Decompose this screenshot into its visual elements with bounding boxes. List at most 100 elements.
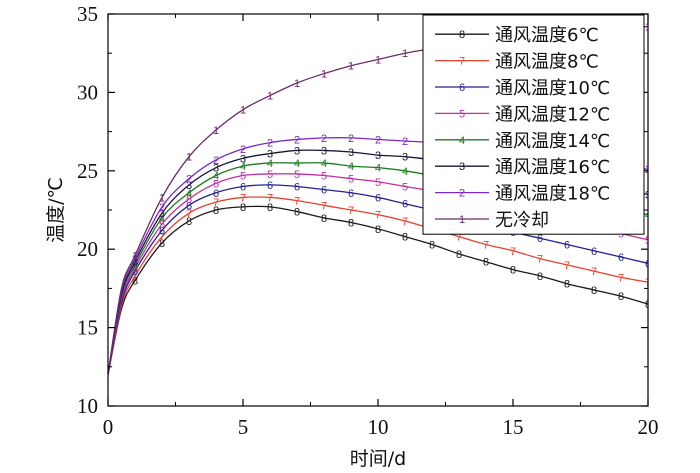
series-marker: 3 xyxy=(321,145,327,157)
series-marker: 1 xyxy=(645,22,651,34)
series-marker: 7 xyxy=(321,200,327,212)
series-marker: 8 xyxy=(510,265,516,277)
series-marker: 2 xyxy=(348,133,354,145)
series-marker: 8 xyxy=(375,224,381,236)
series-marker: 7 xyxy=(402,216,408,228)
series-marker: 8 xyxy=(213,205,219,217)
series-marker: 3 xyxy=(240,153,246,165)
y-tick-label: 30 xyxy=(77,80,98,104)
series-marker: 3 xyxy=(186,180,192,192)
series-marker: 8 xyxy=(456,249,462,261)
legend-marker: 2 xyxy=(459,188,465,200)
series-marker: 3 xyxy=(645,189,651,201)
series-marker: 6 xyxy=(537,233,543,245)
series-marker: 5 xyxy=(348,174,354,186)
series-marker: 5 xyxy=(321,171,327,183)
series-marker: 4 xyxy=(321,158,327,170)
series-marker: 2 xyxy=(294,134,300,146)
series-marker: 7 xyxy=(456,232,462,244)
legend-label: 通风温度12℃ xyxy=(495,104,610,125)
series-marker: 7 xyxy=(294,196,300,208)
series-marker: 5 xyxy=(240,171,246,183)
series-marker: 7 xyxy=(483,239,489,251)
series-marker: 2 xyxy=(132,254,138,266)
series-marker: 6 xyxy=(267,180,273,192)
series-marker: 6 xyxy=(186,200,192,212)
series-marker: 7 xyxy=(240,192,246,204)
series-marker: 6 xyxy=(402,199,408,211)
series-marker: 5 xyxy=(402,181,408,193)
legend-marker: 5 xyxy=(459,108,465,120)
series-marker: 5 xyxy=(132,263,138,275)
x-tick-label: 10 xyxy=(368,415,389,439)
series-marker: 1 xyxy=(402,48,408,60)
legend-marker: 8 xyxy=(459,29,465,41)
series-marker: 2 xyxy=(213,155,219,167)
series-marker: 5 xyxy=(375,177,381,189)
series-marker: 8 xyxy=(402,232,408,244)
series-marker: 6 xyxy=(132,266,138,278)
legend-entry: 4 通风温度14℃ xyxy=(435,131,610,152)
series-marker: 8 xyxy=(240,202,246,214)
series-marker: 1 xyxy=(375,54,381,66)
series-marker: 4 xyxy=(213,171,219,183)
series-line-3 xyxy=(108,184,648,375)
series-marker: 7 xyxy=(375,210,381,222)
legend-box xyxy=(422,14,645,235)
legend-label: 通风温度10℃ xyxy=(495,78,610,99)
series-marker: 8 xyxy=(159,238,165,250)
series-marker: 4 xyxy=(186,188,192,200)
legend-marker: 6 xyxy=(459,82,465,94)
series-marker: 8 xyxy=(618,291,624,303)
series-marker: 5 xyxy=(294,169,300,181)
legend-label: 通风温度18℃ xyxy=(495,184,610,205)
series-marker: 4 xyxy=(402,166,408,178)
series-marker: 8 xyxy=(294,207,300,219)
legend-entry: 2 通风温度18℃ xyxy=(435,184,610,205)
legend-label: 无冷却 xyxy=(495,210,549,231)
y-axis-title: 温度/℃ xyxy=(45,177,67,243)
series-marker: 6 xyxy=(564,239,570,251)
series-marker: 7 xyxy=(132,271,138,283)
series-marker: 3 xyxy=(402,152,408,164)
series-marker: 7 xyxy=(159,232,165,244)
series-marker: 7 xyxy=(645,277,651,289)
series-line-1 xyxy=(108,205,648,375)
series-marker: 5 xyxy=(645,235,651,247)
series-marker: 8 xyxy=(564,279,570,291)
series-marker: 7 xyxy=(510,246,516,258)
series-marker: 8 xyxy=(267,202,273,214)
y-tick-label: 10 xyxy=(77,394,98,418)
series-marker: 6 xyxy=(240,181,246,193)
series-marker: 6 xyxy=(591,246,597,258)
series-marker: 7 xyxy=(267,192,273,204)
legend-entry: 5 通风温度12℃ xyxy=(435,104,610,125)
series-marker: 3 xyxy=(213,163,219,175)
series-marker: 6 xyxy=(618,252,624,264)
legend-label: 通风温度16℃ xyxy=(495,157,610,178)
series-marker: 3 xyxy=(348,147,354,159)
series-marker: 7 xyxy=(618,272,624,284)
series-marker: 3 xyxy=(132,257,138,269)
y-tick-label: 20 xyxy=(77,237,98,261)
series-marker: 6 xyxy=(294,181,300,193)
legend-marker: 4 xyxy=(459,135,465,147)
series-marker: 5 xyxy=(267,169,273,181)
series-marker: 4 xyxy=(159,213,165,225)
y-tick-label: 15 xyxy=(77,316,98,340)
x-tick-label: 15 xyxy=(503,415,524,439)
series-marker: 1 xyxy=(132,250,138,262)
y-tick-label: 25 xyxy=(77,159,98,183)
series-marker: 3 xyxy=(375,150,381,162)
legend-marker: 1 xyxy=(459,214,465,226)
legend-entry: 1 无冷却 xyxy=(435,210,549,231)
series-marker: 1 xyxy=(294,78,300,90)
series-marker: 2 xyxy=(240,144,246,156)
series-marker: 6 xyxy=(348,188,354,200)
series-marker: 7 xyxy=(213,197,219,209)
series-marker: 7 xyxy=(537,254,543,266)
series-marker: 1 xyxy=(240,105,246,117)
legend: 8 通风温度6℃ 7 通风温度8℃ 6 通风温度10℃ 5 通风温度12℃ 4 通风温度14℃ 3 通… xyxy=(422,14,645,235)
